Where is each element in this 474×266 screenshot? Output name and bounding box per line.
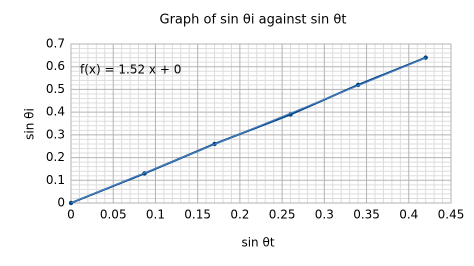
y-tick-label: 0.5 xyxy=(46,82,65,96)
y-tick-label: 0.6 xyxy=(46,59,65,73)
x-tick-label: 0.3 xyxy=(315,208,334,222)
y-tick-label: 0.4 xyxy=(46,105,65,119)
x-tick-label: 0.15 xyxy=(184,208,211,222)
x-tick-label: 0.45 xyxy=(438,208,465,222)
x-tick-label: 0.25 xyxy=(269,208,296,222)
y-tick-label: 0.1 xyxy=(46,173,65,187)
y-tick-label: 0 xyxy=(57,196,65,210)
x-tick-label: 0.2 xyxy=(230,208,249,222)
x-tick-label: 0.35 xyxy=(353,208,380,222)
plot-border xyxy=(70,43,452,204)
x-tick-label: 0.05 xyxy=(100,208,127,222)
y-tick-label: 0.7 xyxy=(46,37,65,51)
y-tick-label: 0.2 xyxy=(46,150,65,164)
y-tick-label: 0.3 xyxy=(46,127,65,141)
x-tick-label: 0.4 xyxy=(399,208,418,222)
x-axis-label: sin θt xyxy=(241,236,274,250)
trendline xyxy=(70,57,426,204)
x-tick-label: 0.1 xyxy=(146,208,165,222)
chart-title: Graph of sin θi against sin θt xyxy=(160,13,347,28)
x-tick-label: 0 xyxy=(67,208,75,222)
trendline-equation: f(x) = 1.52 x + 0 xyxy=(80,63,181,77)
y-axis-label: sin θi xyxy=(23,108,37,140)
